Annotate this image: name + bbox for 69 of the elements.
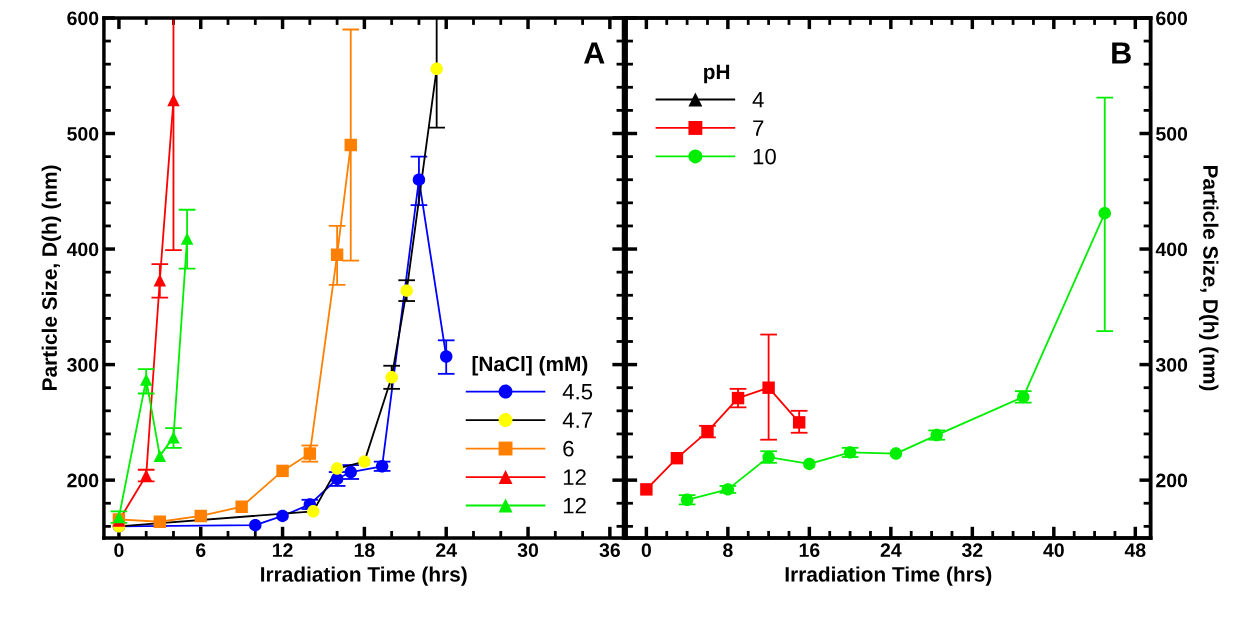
point	[139, 373, 153, 386]
point	[167, 431, 180, 444]
x-tick-label: 0	[114, 543, 124, 558]
y-axis-title: Particle Size, D(h) (nm)	[41, 165, 62, 390]
y2-axis-title: Particle Size, D(h) (nm)	[1199, 165, 1219, 391]
point	[153, 274, 167, 287]
legend-label: 6	[563, 440, 574, 457]
x-tick-label: 0	[641, 543, 651, 558]
legend-title: pH	[704, 64, 730, 84]
x-tick-label: 32	[961, 543, 983, 558]
point	[194, 509, 207, 523]
point	[235, 500, 248, 513]
point	[1098, 207, 1111, 220]
legend-label: 10	[753, 148, 776, 165]
point	[358, 455, 371, 468]
point	[249, 518, 262, 532]
legend-label: 4	[752, 91, 764, 108]
x-axis-title: Irradiation Time (hrs)	[785, 566, 992, 586]
point	[180, 232, 194, 245]
y2-tick-label: 400	[1155, 242, 1188, 257]
x-tick-label: 48	[1124, 543, 1146, 558]
x-tick-label: 6	[196, 543, 206, 558]
point	[276, 509, 289, 523]
x-tick-label: 36	[599, 543, 620, 558]
point	[762, 381, 775, 394]
point	[307, 505, 320, 518]
y-tick-label: 600	[67, 11, 99, 26]
y2-tick-label: 500	[1156, 126, 1188, 141]
point	[792, 416, 806, 429]
x-tick-label: 40	[1043, 543, 1064, 558]
x-tick-label: 24	[880, 543, 902, 557]
point	[330, 462, 344, 475]
point	[153, 515, 167, 528]
x-axis-title: Irradiation Time (hrs)	[261, 566, 467, 586]
point	[153, 449, 167, 463]
point	[412, 173, 426, 186]
point	[440, 350, 453, 363]
point	[400, 284, 413, 297]
y2-tick-label: 600	[1156, 11, 1188, 26]
point	[803, 457, 816, 471]
y-tick-label: 300	[67, 358, 99, 372]
point	[344, 138, 357, 152]
y2-tick-label: 300	[1155, 358, 1188, 372]
point	[276, 464, 289, 478]
point	[330, 248, 344, 262]
x-tick-label: 16	[799, 543, 820, 558]
point	[167, 93, 180, 107]
point	[670, 451, 684, 465]
x-tick-label: 8	[723, 543, 733, 558]
annotation: A	[584, 42, 605, 64]
annotation: B	[1112, 42, 1131, 64]
legend-label: 12	[563, 469, 586, 485]
x-tick-label: 12	[272, 543, 293, 557]
point	[430, 62, 443, 75]
y-tick-label: 200	[67, 473, 99, 488]
legend-label: 4.5	[562, 384, 593, 400]
legend-label: 12	[563, 497, 586, 514]
point	[385, 371, 398, 384]
point	[889, 447, 903, 460]
y2-tick-label: 200	[1156, 473, 1188, 488]
y-tick-label: 400	[66, 242, 99, 257]
legend-label: 4.7	[562, 412, 592, 428]
x-tick-label: 30	[517, 543, 539, 558]
x-tick-label: 24	[436, 543, 457, 557]
y-tick-label: 500	[67, 126, 99, 141]
legend-title: [NaCl] (mM)	[472, 356, 588, 376]
legend-label: 7	[753, 120, 764, 136]
point	[640, 483, 653, 496]
x-tick-label: 18	[354, 543, 375, 558]
